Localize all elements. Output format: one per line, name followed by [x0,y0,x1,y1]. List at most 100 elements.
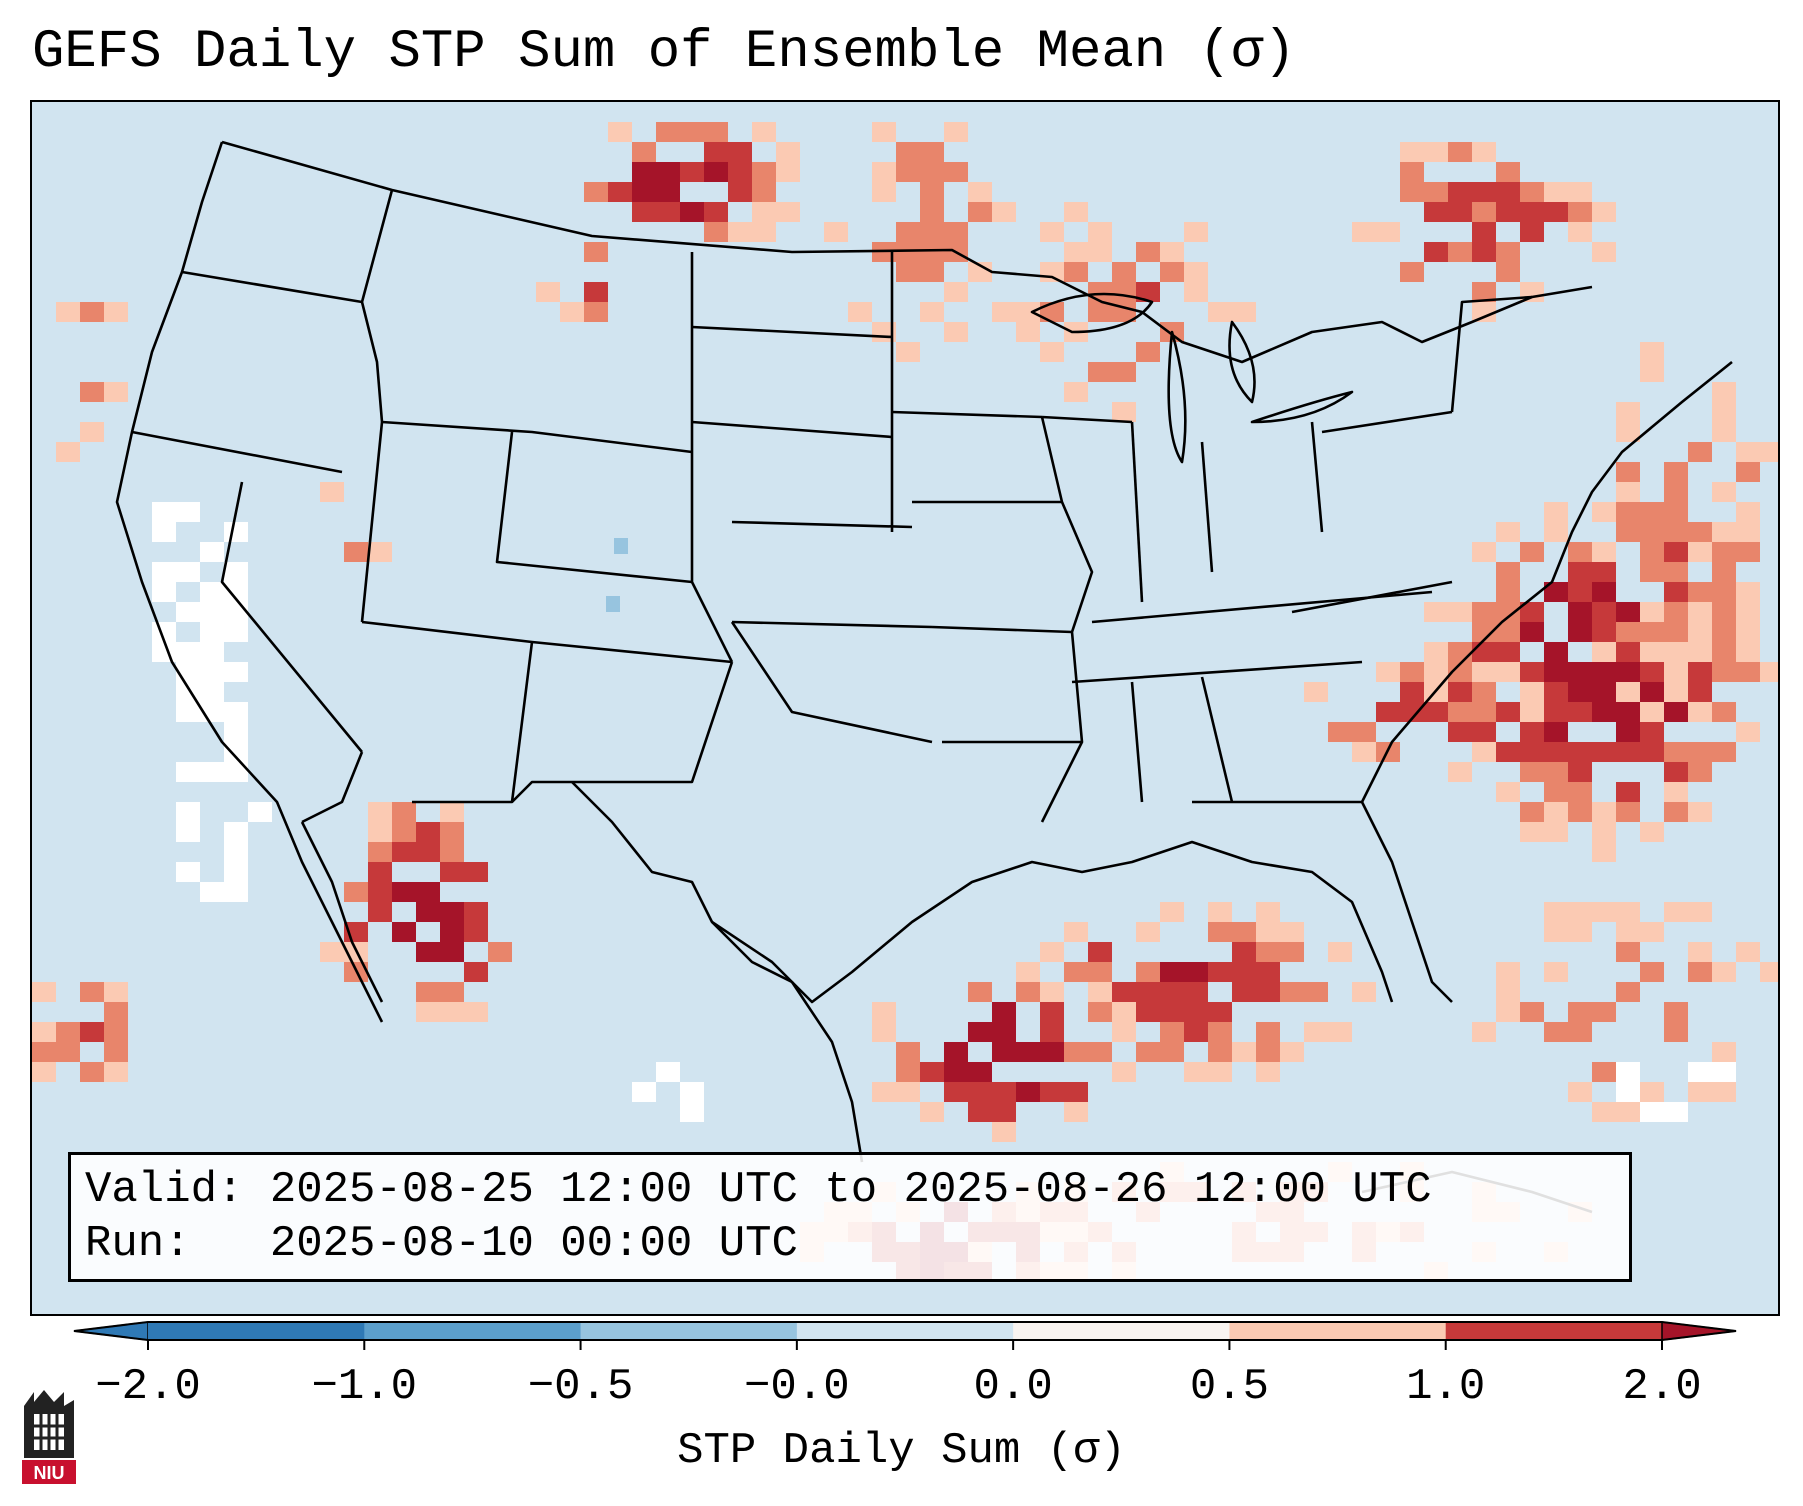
anomaly-cell [920,202,944,222]
anomaly-cell [1640,722,1664,742]
colorbar-tick-label: 2.0 [1622,1362,1702,1412]
anomaly-cell [1424,662,1448,682]
anomaly-cell [1640,622,1664,642]
anomaly-cell [1088,222,1112,242]
anomaly-cell [392,882,416,902]
anomaly-cell [392,802,416,822]
anomaly-cell [1712,962,1736,982]
near-zero-cell [224,842,248,862]
anomaly-cell [320,942,344,962]
anomaly-cell [440,822,464,842]
anomaly-cell [1472,642,1496,662]
anomaly-cell [1184,282,1208,302]
anomaly-cell [1712,582,1736,602]
anomaly-cell [1568,562,1592,582]
anomaly-cell [1496,202,1520,222]
anomaly-cell [416,882,440,902]
border-ut-az [361,620,733,664]
near-zero-cell [200,762,224,782]
anomaly-cell [896,142,920,162]
near-zero-cell [152,642,176,662]
anomaly-cell [368,842,392,862]
anomaly-cell [1664,522,1688,542]
border-sd-ne [691,420,893,439]
anomaly-cell [32,1062,56,1082]
anomaly-cell [920,1062,944,1082]
anomaly-cell [1472,202,1496,222]
anomaly-cell [368,542,392,562]
anomaly-cell [1496,642,1520,662]
anomaly-cell [1256,962,1280,982]
run-line: Run: 2025-08-10 00:00 UTC [85,1219,798,1269]
anomaly-cell [1208,1042,1232,1062]
anomaly-cell [1592,842,1616,862]
colorbar-tick-label: −1.0 [311,1362,418,1412]
colorbar-under-arrow [73,1321,149,1341]
anomaly-cell [1496,1002,1520,1022]
anomaly-cell [704,202,728,222]
anomaly-cell [1208,1002,1232,1022]
anomaly-cell [1616,702,1640,722]
anomaly-cell [1712,1042,1736,1062]
border-va-nc [1291,580,1453,614]
anomaly-cell [1448,702,1472,722]
anomaly-cell [1592,562,1616,582]
anomaly-cell [344,542,368,562]
anomaly-cell [368,822,392,842]
anomaly-cell [1712,422,1736,442]
near-zero-cell [680,1082,704,1102]
anomaly-cell [1256,1062,1280,1082]
anomaly-cell [1064,202,1088,222]
anomaly-cell [1736,542,1760,562]
lake-huron [1228,320,1256,404]
anomaly-cell [656,122,680,142]
colorbar-bin [1229,1322,1447,1340]
near-zero-cell [152,582,176,602]
anomaly-cell [1040,1082,1064,1102]
anomaly-cell [1616,502,1640,522]
anomaly-cell [1448,662,1472,682]
anomaly-cell [1160,962,1184,982]
anomaly-cell [1016,322,1040,342]
anomaly-cell [1544,1022,1568,1042]
near-zero-cell [656,1062,680,1082]
anomaly-cell [1568,922,1592,942]
anomaly-cell [464,962,488,982]
anomaly-cell [1688,582,1712,602]
anomaly-cell [992,1082,1016,1102]
anomaly-cell [320,482,344,502]
anomaly-cell [896,1042,920,1062]
anomaly-cell [1616,462,1640,482]
near-zero-cell [224,622,248,642]
anomaly-cell [1544,782,1568,802]
anomaly-cell [1208,902,1232,922]
border-ne-ks [731,520,913,529]
anomaly-cell [1592,582,1616,602]
anomaly-cell [1616,602,1640,622]
anomaly-cell [80,1062,104,1082]
anomaly-cell [1544,702,1568,722]
anomaly-cell [1568,662,1592,682]
negative-cell [614,538,628,554]
border-az-nm [412,641,534,804]
anomaly-cell [1448,722,1472,742]
near-zero-cell [632,1082,656,1102]
anomaly-cell [1496,602,1520,622]
anomaly-cell [608,122,632,142]
anomaly-cell [104,982,128,1002]
anomaly-cell [1712,742,1736,762]
anomaly-cell [1616,642,1640,662]
anomaly-cell [1112,362,1136,382]
anomaly-cell [1112,982,1136,1002]
near-zero-cell [176,822,200,842]
anomaly-cell [632,202,656,222]
atlantic-coast [1360,360,1733,803]
anomaly-cell [1208,962,1232,982]
anomaly-cell [440,902,464,922]
border-ny-ne [1450,295,1533,413]
border-ks-ok [731,620,933,629]
border-mississippi [1040,416,1094,823]
border-or-ca [131,430,343,474]
anomaly-cell [1616,942,1640,962]
anomaly-cell [1640,602,1664,622]
